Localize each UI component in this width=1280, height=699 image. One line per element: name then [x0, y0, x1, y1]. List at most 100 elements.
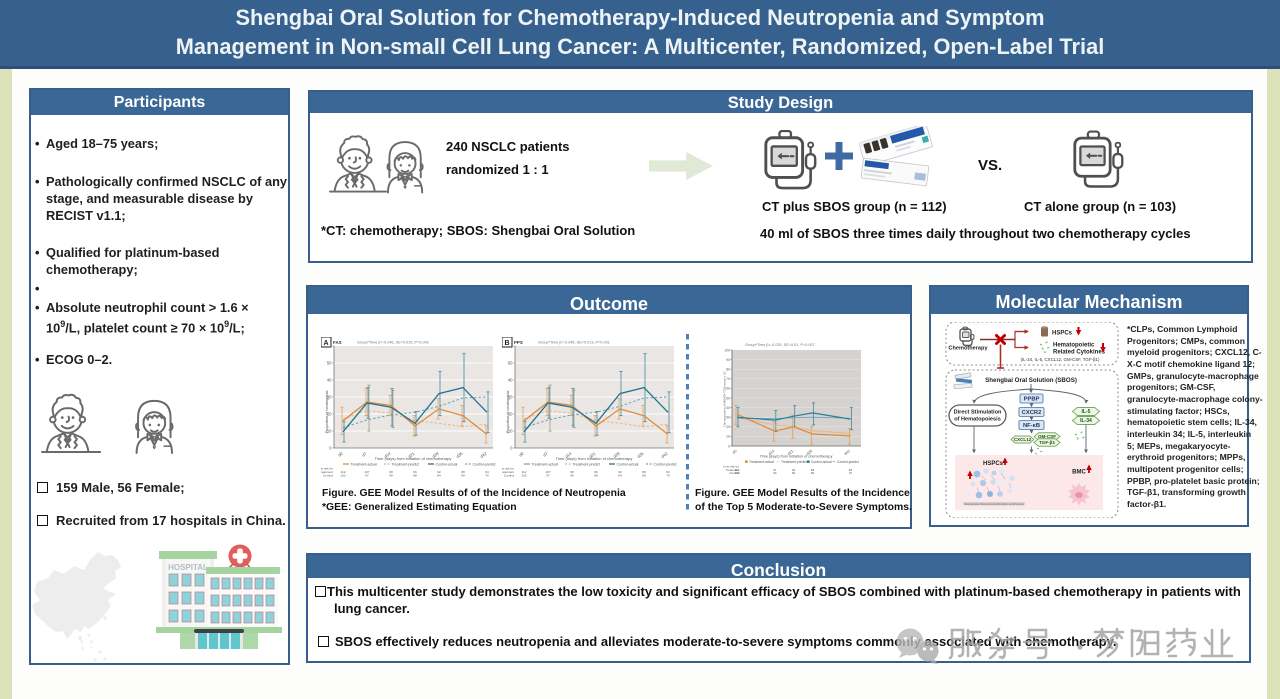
svg-text:98: 98	[389, 470, 393, 474]
svg-text:84: 84	[792, 471, 796, 475]
svg-text:FAS: FAS	[333, 340, 342, 345]
svg-text:0: 0	[510, 446, 513, 451]
svg-text:d28: d28	[612, 450, 621, 459]
svg-text:d0: d0	[337, 450, 344, 457]
svg-text:PPS: PPS	[514, 340, 523, 345]
svg-text:10: 10	[327, 429, 332, 434]
svg-text:Control-actual: Control-actual	[436, 462, 458, 466]
svg-text:TGF-β1: TGF-β1	[1039, 440, 1056, 445]
svg-text:88: 88	[461, 470, 465, 474]
svg-text:112: 112	[522, 470, 527, 474]
svg-text:Number at risk for: Number at risk for	[321, 467, 333, 471]
svg-text:Hematopoietic: Hematopoietic	[1053, 343, 1095, 349]
svg-text:40: 40	[508, 378, 513, 383]
svg-text:88: 88	[642, 470, 646, 474]
svg-text:Control-predict: Control-predict	[837, 460, 859, 464]
svg-text:PPBP: PPBP	[1024, 397, 1040, 403]
svg-text:103: 103	[521, 473, 526, 477]
svg-text:30: 30	[327, 395, 332, 400]
svg-text:HSPCs: HSPCs	[1052, 331, 1073, 337]
svg-text:10: 10	[508, 429, 513, 434]
svg-text:Time (days) from initiation of: Time (days) from initiation of chemother…	[760, 455, 833, 459]
svg-text:97: 97	[773, 468, 777, 472]
svg-text:Control-actual: Control-actual	[617, 462, 639, 466]
svg-text:76: 76	[849, 471, 853, 475]
svg-text:Proportion of neutropenia: Proportion of neutropenia	[506, 390, 510, 434]
svg-text:80: 80	[461, 473, 465, 477]
svg-text:40: 40	[327, 378, 332, 383]
svg-text:90: 90	[570, 473, 574, 477]
svg-text:Granulocytes Monocytes Erythro: Granulocytes Monocytes Erythrocytes Lymp…	[964, 502, 1024, 506]
svg-text:Direct Stimulation: Direct Stimulation	[954, 410, 1002, 416]
svg-text:100: 100	[724, 348, 730, 352]
svg-text:Treatment: Treatment	[502, 470, 514, 474]
svg-text:30: 30	[726, 416, 730, 420]
svg-text:(IL-34, IL-5, CXCL12, GM-CSF,: (IL-34, IL-5, CXCL12, GM-CSF, TGF-β1)	[1021, 357, 1100, 362]
svg-text:107: 107	[545, 470, 550, 474]
svg-text:97: 97	[546, 473, 550, 477]
svg-text:88: 88	[811, 468, 815, 472]
svg-text:Treatment-actual: Treatment-actual	[532, 462, 559, 466]
svg-text:92: 92	[437, 470, 441, 474]
svg-text:A: A	[323, 340, 328, 347]
svg-text:of Hematopoiesis: of Hematopoiesis	[954, 417, 1001, 423]
svg-text:112: 112	[341, 470, 346, 474]
svg-text:103: 103	[340, 473, 345, 477]
svg-text:20: 20	[508, 412, 513, 417]
svg-text:0: 0	[329, 446, 332, 451]
svg-text:84: 84	[849, 468, 853, 472]
svg-text:d21: d21	[588, 450, 597, 459]
svg-text:84: 84	[485, 470, 489, 474]
svg-text:Time (days) from initiation of: Time (days) from initiation of chemother…	[375, 456, 452, 461]
svg-text:92: 92	[618, 470, 622, 474]
svg-text:Group*Time β=-0.046, SE=0.015,: Group*Time β=-0.046, SE=0.015, P=0.002	[357, 341, 429, 345]
svg-text:IL-34: IL-34	[1080, 418, 1092, 424]
svg-text:d14: d14	[383, 450, 392, 459]
svg-text:GM-CSF: GM-CSF	[1038, 434, 1056, 439]
svg-text:10: 10	[726, 435, 730, 439]
svg-text:BMC: BMC	[1072, 470, 1086, 476]
svg-text:80: 80	[726, 368, 730, 372]
svg-text:Treatment-predict: Treatment-predict	[392, 462, 420, 466]
svg-text:50: 50	[327, 361, 332, 366]
svg-text:103: 103	[734, 471, 739, 475]
svg-text:20: 20	[726, 425, 730, 429]
svg-text:Shengbai Oral Solution (SBOS): Shengbai Oral Solution (SBOS)	[985, 377, 1077, 384]
svg-text:50: 50	[508, 361, 513, 366]
svg-text:HOSPITAL: HOSPITAL	[168, 563, 208, 572]
svg-text:90: 90	[389, 473, 393, 477]
svg-text:88: 88	[413, 473, 417, 477]
svg-text:Time (days) from initiation of: Time (days) from initiation of chemother…	[556, 456, 633, 461]
svg-text:d28: d28	[806, 449, 813, 456]
svg-text:d0: d0	[732, 449, 738, 455]
svg-text:76: 76	[666, 473, 670, 477]
svg-text:d35: d35	[636, 450, 645, 459]
svg-text:Treatment: Treatment	[321, 470, 333, 474]
svg-text:98: 98	[570, 470, 574, 474]
svg-text:d28: d28	[431, 450, 440, 459]
svg-text:Treatment-actual: Treatment-actual	[749, 460, 774, 464]
svg-text:d35: d35	[455, 450, 464, 459]
svg-text:CXCR2: CXCR2	[1022, 410, 1042, 416]
svg-text:84: 84	[437, 473, 441, 477]
svg-text:84: 84	[666, 470, 670, 474]
svg-text:HSPCs: HSPCs	[983, 461, 1004, 467]
svg-text:88: 88	[594, 473, 598, 477]
svg-text:Treatment-predict: Treatment-predict	[573, 462, 601, 466]
svg-text:Control-predict: Control-predict	[473, 462, 496, 466]
svg-text:d14: d14	[564, 450, 573, 459]
svg-text:Group*Time β=-0.025, SE=0.01,: Group*Time β=-0.025, SE=0.01, P=0.007	[745, 343, 815, 347]
svg-text:B: B	[504, 340, 509, 347]
svg-text:d0: d0	[518, 450, 525, 457]
svg-text:Proportion of neutropenia: Proportion of neutropenia	[325, 390, 329, 434]
svg-text:d42: d42	[660, 450, 669, 459]
svg-text:Group*Time β=-0.045, SE=0.013,: Group*Time β=-0.045, SE=0.013, P=0.001	[538, 341, 610, 345]
svg-text:Number at risk for: Number at risk for	[723, 465, 739, 469]
svg-text:70: 70	[726, 377, 730, 381]
svg-text:96: 96	[413, 470, 417, 474]
svg-text:d42: d42	[844, 449, 851, 456]
svg-text:84: 84	[618, 473, 622, 477]
svg-text:97: 97	[365, 473, 369, 477]
svg-text:Treatment-actual: Treatment-actual	[351, 462, 378, 466]
svg-text:Related Cytokines: Related Cytokines	[1053, 350, 1106, 356]
